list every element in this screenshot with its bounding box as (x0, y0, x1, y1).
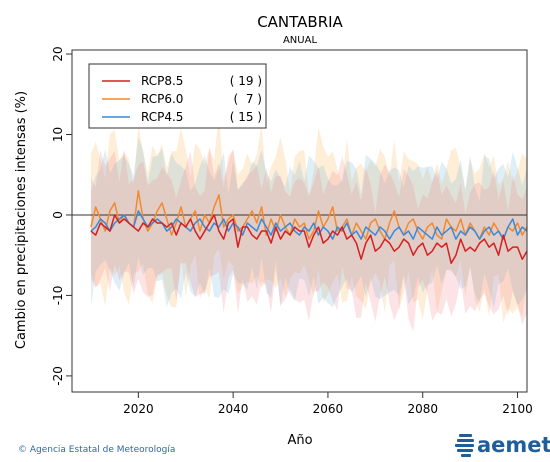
series-line-rcp8-5 (90, 214, 528, 264)
aemet-credit: © Agencia Estatal de Meteorología (18, 445, 175, 455)
y-axis: -20 -10 0 10 20 (51, 46, 72, 386)
y-tick-label: -20 (51, 366, 65, 386)
x-tick-label: 2060 (313, 402, 344, 416)
x-tick-label: 2040 (218, 402, 249, 416)
aemet-logo-text: aemet (477, 433, 550, 457)
y-tick-label: 20 (51, 46, 65, 61)
chart-title: CANTABRIA (257, 13, 343, 31)
y-tick-label: -10 (51, 286, 65, 306)
series-line-rcp6-0 (90, 190, 528, 240)
aemet-logo: aemet (455, 433, 550, 457)
x-tick-label: 2100 (502, 402, 533, 416)
uncertainty-bands (90, 114, 527, 332)
x-axis: 2020 2040 2060 2080 2100 (123, 392, 533, 416)
y-tick-label: 10 (51, 127, 65, 142)
band-rcp6-0 (90, 114, 527, 323)
credit-text: © Agencia Estatal de Meteorología (18, 445, 175, 455)
band-rcp4-5 (90, 137, 527, 309)
legend-count: ( 15 ) (230, 110, 262, 124)
legend-label: RCP8.5 (141, 74, 183, 88)
x-tick-label: 2020 (123, 402, 154, 416)
x-tick-label: 2080 (407, 402, 438, 416)
y-axis-label: Cambio en precipitaciones intensas (%) (14, 91, 29, 349)
series-line-rcp4-5 (90, 210, 528, 240)
legend-label: RCP4.5 (141, 110, 183, 124)
series-lines (90, 190, 528, 264)
chart-subtitle: ANUAL (283, 35, 317, 46)
legend-label: RCP6.0 (141, 92, 183, 106)
aemet-logo-icon (455, 434, 474, 457)
legend-count: ( 7 ) (234, 92, 262, 106)
legend: RCP8.5 ( 19 ) RCP6.0 ( 7 ) RCP4.5 ( 15 ) (88, 63, 267, 129)
y-tick-label: 0 (51, 211, 65, 219)
plot-frame (71, 49, 528, 393)
legend-count: ( 19 ) (230, 74, 262, 88)
x-axis-label: Año (287, 433, 312, 448)
